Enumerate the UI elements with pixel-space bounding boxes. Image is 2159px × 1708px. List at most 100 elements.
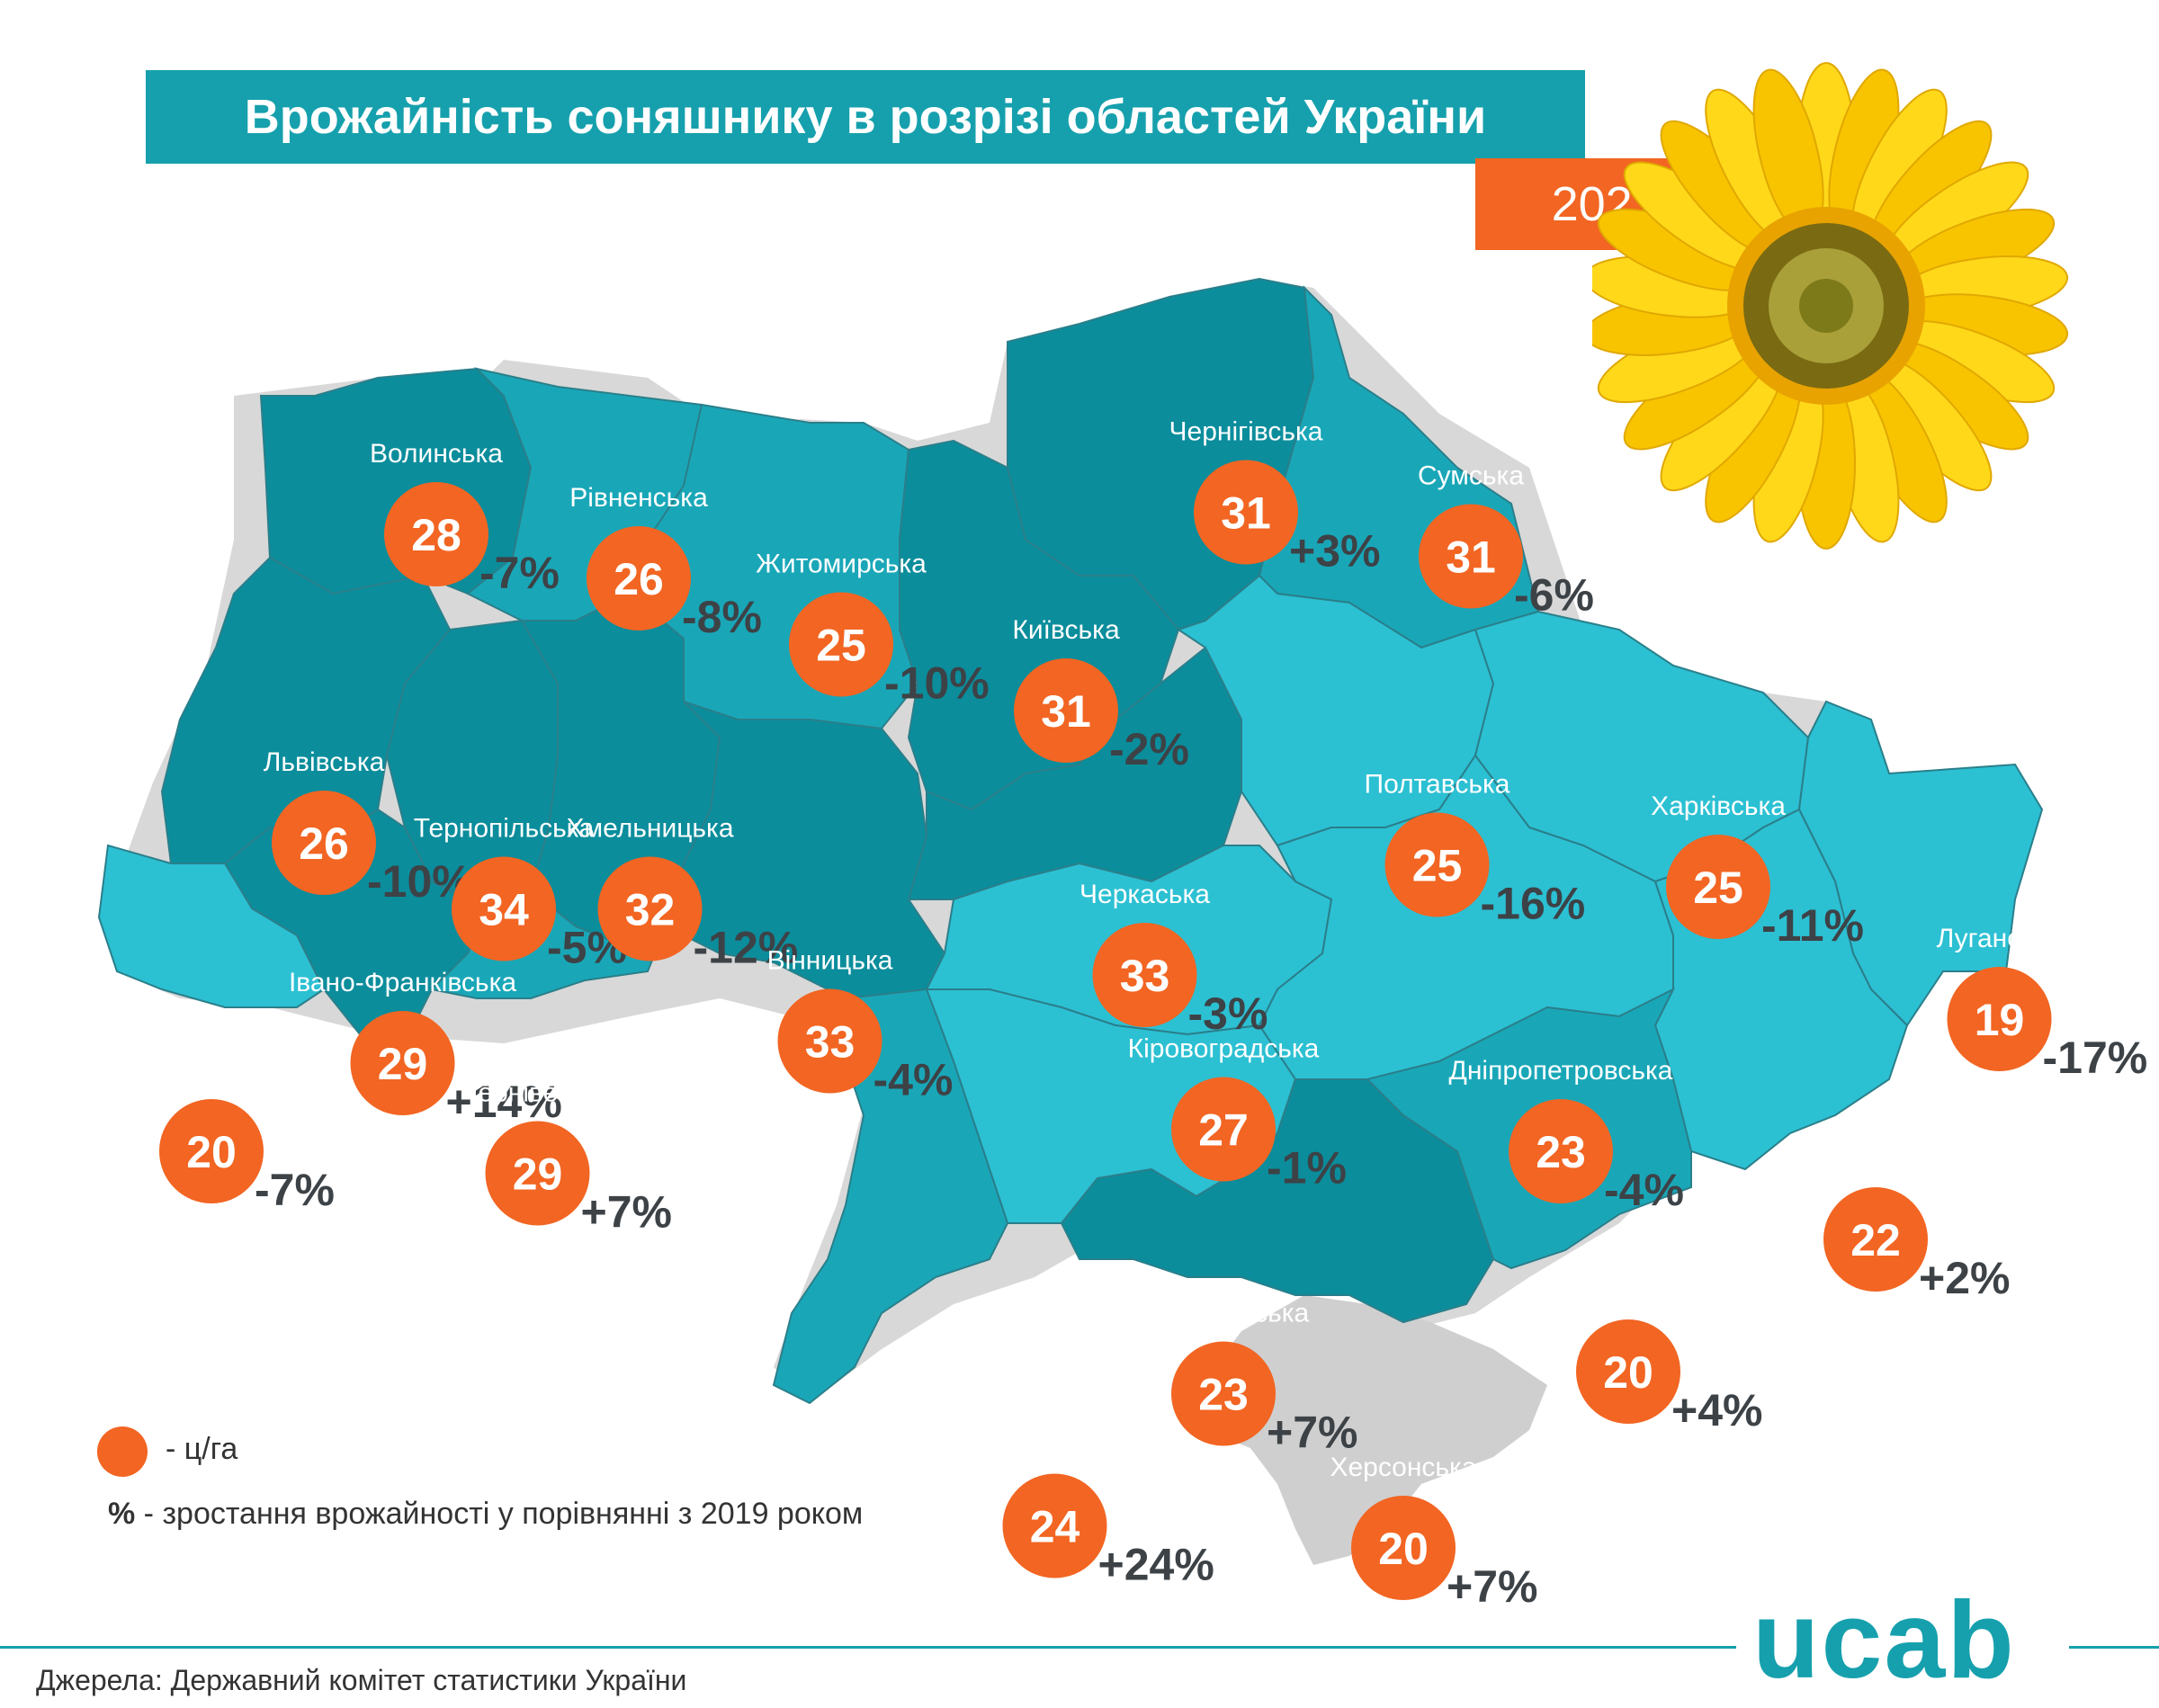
yield-value-odeska: 24	[1030, 1502, 1080, 1552]
legend-percent-symbol: %	[108, 1497, 136, 1531]
region-label-kirovohradska: Кіровоградська	[1128, 1034, 1320, 1064]
region-zakarpatska[interactable]	[97, 844, 326, 1008]
yield-change-odeska: +24%	[1098, 1540, 1214, 1590]
title-banner: Врожайність соняшнику в розрізі областей…	[146, 70, 1585, 164]
yield-change-luhanska: -17%	[2043, 1033, 2148, 1083]
region-label-sumska: Сумська	[1418, 461, 1524, 491]
yield-change-zaporizka: +4%	[1671, 1385, 1762, 1435]
region-label-ivano_frankivska: Івано-Франківська	[289, 968, 516, 997]
yield-value-chernivetska: 29	[513, 1149, 563, 1200]
yield-value-mykolaivska: 23	[1198, 1370, 1249, 1420]
yield-value-khmelnytska: 32	[625, 885, 676, 935]
region-label-donetska: Донецька	[1815, 1144, 1936, 1174]
yield-marker-chernivetska	[485, 1121, 590, 1226]
legend-percent-row: % - зростання врожайності у порівнянні з…	[108, 1497, 863, 1532]
yield-value-zhytomyrska: 25	[816, 621, 866, 671]
yield-marker-odeska	[1002, 1473, 1107, 1578]
yield-marker-sumska	[1419, 504, 1523, 609]
yield-marker-vinnytska	[777, 988, 882, 1094]
yield-value-zaporizka: 20	[1603, 1347, 1653, 1398]
yield-value-volynska: 28	[411, 510, 461, 560]
yield-value-kirovohradska: 27	[1198, 1105, 1249, 1156]
yield-marker-cherkaska	[1092, 923, 1197, 1027]
region-label-chernivetska: Чернівецька	[460, 1078, 614, 1108]
yield-change-chernihivska: +3%	[1289, 526, 1380, 577]
region-label-kyivska: Київська	[1012, 615, 1120, 645]
region-label-luhanska: Луганська	[1937, 924, 2063, 953]
yield-value-khersonska: 20	[1378, 1524, 1429, 1574]
yield-marker-zaporizka	[1576, 1319, 1680, 1424]
yield-change-donetska: +2%	[1919, 1253, 2010, 1303]
sunflower-icon	[1592, 62, 2069, 550]
region-label-khmelnytska: Хмельницька	[566, 814, 733, 844]
region-label-chernihivska: Чернігівська	[1169, 417, 1323, 447]
yield-value-chernihivska: 31	[1221, 488, 1271, 539]
yield-value-lvivska: 26	[299, 818, 349, 869]
yield-marker-khersonska	[1351, 1496, 1456, 1600]
yield-change-kirovohradska: -1%	[1267, 1143, 1347, 1194]
yield-marker-lvivska	[272, 791, 376, 895]
region-label-ternopilska: Тернопільська	[414, 814, 595, 844]
yield-value-sumska: 31	[1446, 532, 1496, 583]
yield-value-kyivska: 31	[1041, 686, 1091, 737]
yield-value-poltavska: 25	[1412, 841, 1463, 891]
region-label-kharkivska: Харківська	[1651, 791, 1786, 821]
region-label-rivnenska: Рівненська	[569, 483, 708, 513]
yield-change-khmelnytska: -12%	[694, 923, 799, 973]
yield-change-rivnenska: -8%	[682, 592, 762, 642]
yield-value-kharkivska: 25	[1693, 863, 1743, 913]
footer-divider-right	[2069, 1646, 2159, 1649]
yield-change-kyivska: -2%	[1109, 724, 1189, 774]
yield-marker-zhytomyrska	[789, 592, 893, 697]
yield-marker-volynska	[384, 482, 488, 586]
yield-change-volynska: -7%	[479, 548, 560, 598]
region-label-cherkaska: Черкаська	[1080, 880, 1210, 909]
legend-dot-icon	[97, 1426, 148, 1477]
yield-change-dnipropetrovska: -4%	[1604, 1165, 1684, 1215]
region-label-khersonska: Херсонська	[1330, 1453, 1476, 1482]
yield-change-khersonska: +7%	[1447, 1561, 1537, 1612]
yield-change-chernivetska: +7%	[581, 1187, 672, 1238]
yield-value-cherkaska: 33	[1120, 951, 1170, 1001]
yield-value-zakarpatska: 20	[186, 1127, 237, 1177]
yield-marker-kyivska	[1014, 658, 1118, 763]
region-label-zaporizka: Запорізька	[1561, 1276, 1697, 1306]
region-label-zakarpatska: Закарпатська	[127, 1056, 297, 1086]
yield-change-zakarpatska: -7%	[255, 1165, 335, 1215]
yield-value-donetska: 22	[1850, 1215, 1901, 1265]
yield-value-ivano_frankivska: 29	[378, 1039, 428, 1089]
yield-change-poltavska: -16%	[1481, 879, 1586, 929]
yield-marker-khmelnytska	[597, 856, 703, 961]
yield-marker-luhanska	[1947, 967, 2052, 1071]
region-label-odeska: Одеська	[1002, 1431, 1108, 1461]
yield-marker-dnipropetrovska	[1509, 1099, 1613, 1203]
yield-change-zhytomyrska: -10%	[884, 658, 990, 709]
yield-marker-poltavska	[1384, 812, 1490, 917]
crimea-region	[1187, 1295, 1547, 1565]
yield-value-ternopilska: 34	[479, 885, 529, 935]
yield-marker-ternopilska	[452, 856, 556, 961]
yield-marker-kharkivska	[1666, 835, 1770, 939]
yield-value-vinnytska: 33	[805, 1017, 856, 1068]
region-odeska[interactable]	[772, 988, 1009, 1405]
yield-change-vinnytska: -4%	[873, 1055, 954, 1105]
yield-change-sumska: -6%	[1514, 570, 1594, 621]
yield-marker-rivnenska	[587, 526, 691, 630]
yield-change-kharkivska: -11%	[1761, 900, 1864, 951]
yield-marker-donetska	[1823, 1187, 1928, 1292]
region-label-volynska: Волинська	[370, 439, 503, 469]
region-label-lvivska: Львівська	[264, 747, 385, 777]
yield-change-mykolaivska: +7%	[1267, 1408, 1357, 1458]
legend-percent-label: - зростання врожайності у порівнянні з 2…	[135, 1497, 864, 1531]
region-label-mykolaivska: Миколаївська	[1138, 1299, 1310, 1328]
yield-marker-zakarpatska	[159, 1099, 264, 1203]
source-note: Джерела: Державний комітет статистики Ук…	[36, 1664, 687, 1696]
region-label-poltavska: Полтавська	[1365, 770, 1510, 800]
footer-divider	[0, 1646, 1736, 1649]
yield-marker-ivano_frankivska	[350, 1011, 455, 1115]
yield-marker-kirovohradska	[1171, 1077, 1276, 1182]
yield-marker-chernihivska	[1194, 460, 1298, 565]
legend-unit-label: - ц/га	[166, 1432, 238, 1466]
region-label-zhytomyrska: Житомирська	[756, 550, 927, 579]
